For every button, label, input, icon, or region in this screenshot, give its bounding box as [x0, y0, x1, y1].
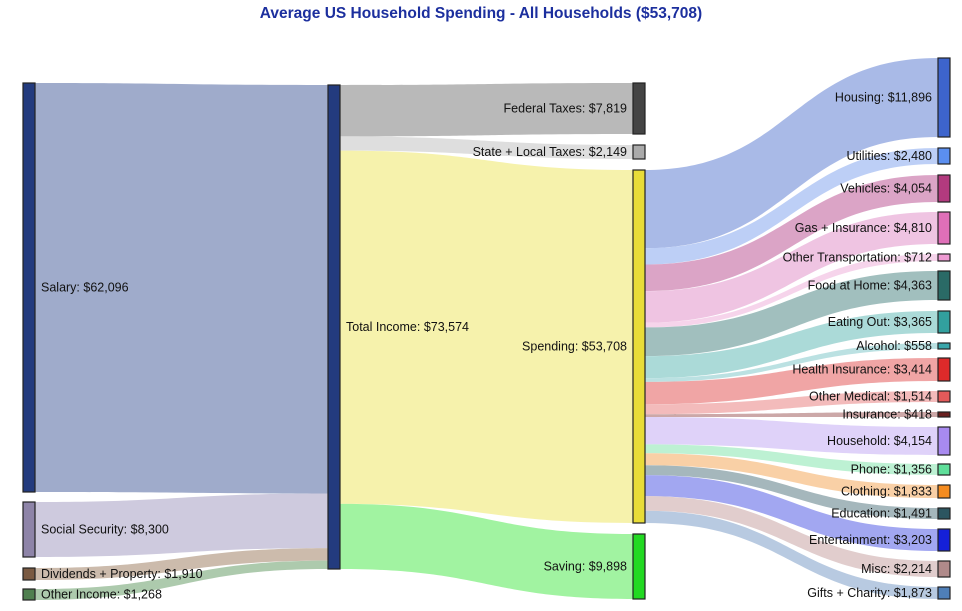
- node-dividends: [22, 567, 36, 581]
- node-label-food_home: Food at Home: $4,363: [808, 279, 932, 293]
- node-social_security: [22, 501, 36, 558]
- link-spending-alcohol: [645, 343, 938, 382]
- node-label-other_medical: Other Medical: $1,514: [809, 390, 932, 404]
- node-clothing: [937, 484, 951, 499]
- node-label-housing: Housing: $11,896: [835, 91, 932, 105]
- node-housing: [937, 57, 951, 138]
- node-label-insurance: Insurance: $418: [842, 408, 932, 422]
- node-label-state_local_taxes: State + Local Taxes: $2,149: [473, 145, 627, 159]
- node-label-utilities: Utilities: $2,480: [847, 149, 933, 163]
- node-gas_insurance: [937, 211, 951, 245]
- link-spending-entertainment: [645, 475, 938, 551]
- links-layer: [35, 58, 938, 600]
- link-social_security-total_income: [35, 493, 328, 557]
- node-eating_out: [937, 310, 951, 334]
- node-gifts_charity: [937, 586, 951, 600]
- node-vehicles: [937, 174, 951, 203]
- link-spending-gifts_charity: [645, 510, 938, 599]
- chart-title: Average US Household Spending - All Hous…: [259, 5, 703, 22]
- node-salary: [22, 82, 36, 493]
- nodes-layer: [22, 57, 951, 601]
- node-federal_taxes: [632, 82, 646, 135]
- node-other_income: [22, 588, 36, 601]
- node-other_transportation: [937, 253, 951, 262]
- link-spending-gas_insurance: [645, 212, 938, 323]
- link-spending-education: [645, 465, 938, 519]
- link-total_income-federal_taxes: [340, 83, 633, 137]
- link-spending-other_medical: [645, 391, 938, 415]
- link-spending-vehicles: [645, 175, 938, 292]
- link-total_income-spending: [340, 150, 633, 523]
- link-spending-phone: [645, 444, 938, 475]
- link-spending-food_home: [645, 271, 938, 357]
- node-health_insurance: [937, 357, 951, 382]
- node-label-clothing: Clothing: $1,833: [841, 485, 932, 499]
- node-other_medical: [937, 390, 951, 403]
- node-total_income: [327, 84, 341, 570]
- node-alcohol: [937, 342, 951, 350]
- node-label-federal_taxes: Federal Taxes: $7,819: [504, 102, 628, 116]
- node-food_home: [937, 270, 951, 301]
- node-household: [937, 426, 951, 456]
- node-label-dividends: Dividends + Property: $1,910: [41, 567, 203, 581]
- node-label-household: Household: $4,154: [827, 434, 932, 448]
- node-state_local_taxes: [632, 144, 646, 160]
- link-spending-household: [645, 417, 938, 455]
- node-insurance: [937, 411, 951, 418]
- link-salary-total_income: [35, 83, 328, 494]
- node-label-vehicles: Vehicles: $4,054: [840, 182, 932, 196]
- link-spending-housing: [645, 58, 938, 249]
- node-entertainment: [937, 528, 951, 552]
- node-misc: [937, 560, 951, 578]
- link-total_income-saving: [340, 503, 633, 599]
- link-spending-other_transportation: [645, 254, 938, 328]
- node-label-misc: Misc: $2,214: [861, 562, 932, 576]
- node-saving: [632, 533, 646, 600]
- node-label-alcohol: Alcohol: $558: [856, 339, 932, 353]
- node-label-other_transportation: Other Transportation: $712: [783, 251, 932, 265]
- node-label-phone: Phone: $1,356: [851, 463, 932, 477]
- node-label-eating_out: Eating Out: $3,365: [828, 315, 932, 329]
- node-label-social_security: Social Security: $8,300: [41, 523, 169, 537]
- link-other_income-total_income: [35, 560, 328, 600]
- node-label-spending: Spending: $53,708: [522, 340, 627, 354]
- link-spending-utilities: [645, 148, 938, 265]
- link-spending-misc: [645, 496, 938, 577]
- link-spending-clothing: [645, 453, 938, 498]
- node-label-other_income: Other Income: $1,268: [41, 588, 162, 602]
- node-spending: [632, 169, 646, 524]
- labels-layer: Salary: $62,096 Social Security: $8,300 Di…: [41, 91, 932, 602]
- node-label-gifts_charity: Gifts + Charity: $1,873: [807, 586, 932, 600]
- node-label-education: Education: $1,491: [831, 507, 932, 521]
- node-label-health_insurance: Health Insurance: $3,414: [792, 363, 932, 377]
- node-phone: [937, 463, 951, 476]
- link-spending-insurance: [645, 412, 938, 418]
- node-label-gas_insurance: Gas + Insurance: $4,810: [795, 221, 932, 235]
- link-spending-eating_out: [645, 311, 938, 379]
- node-label-total_income: Total Income: $73,574: [346, 320, 469, 334]
- link-dividends-total_income: [35, 548, 328, 580]
- node-label-salary: Salary: $62,096: [41, 281, 129, 295]
- link-spending-health_insurance: [645, 358, 938, 405]
- node-education: [937, 507, 951, 520]
- link-total_income-state_local_taxes: [340, 136, 633, 159]
- node-label-entertainment: Entertainment: $3,203: [809, 533, 932, 547]
- node-utilities: [937, 147, 951, 165]
- node-label-saving: Saving: $9,898: [544, 560, 627, 574]
